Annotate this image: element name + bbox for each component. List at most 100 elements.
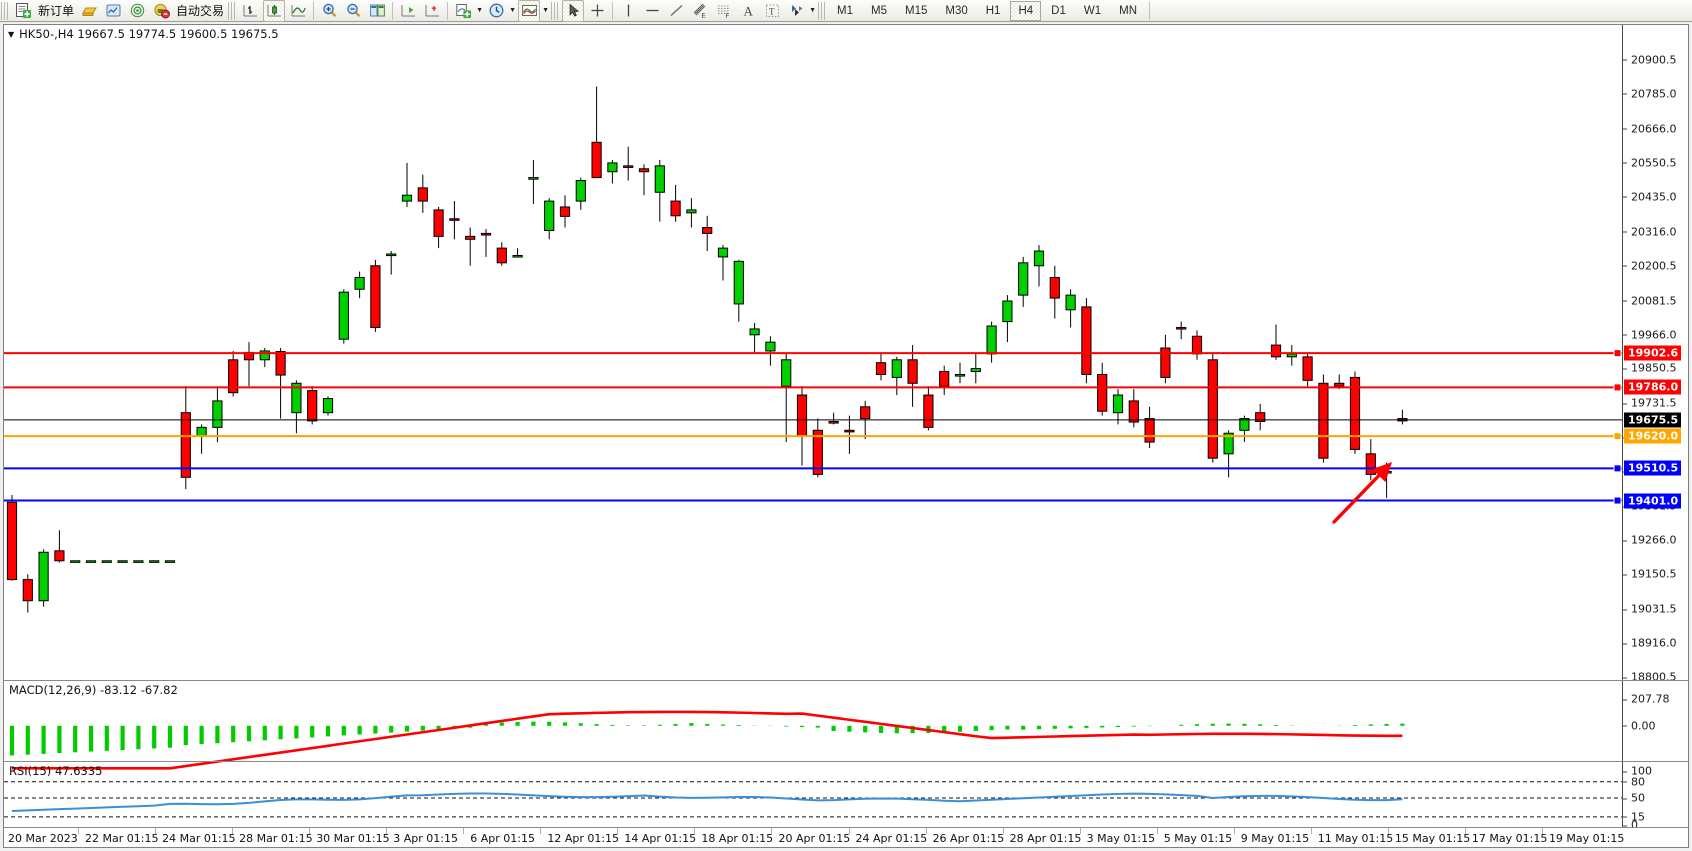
time-label: 3 Apr 01:15 — [393, 832, 458, 845]
price-level-lines[interactable] — [4, 25, 1622, 680]
time-tick — [694, 828, 696, 834]
auto-trading-label[interactable]: 自动交易 — [176, 4, 225, 18]
price-line-handle — [1613, 432, 1622, 441]
time-scale[interactable]: 20 Mar 2023 22 Mar 01:15 24 Mar 01:15 28 Ma… — [4, 827, 1688, 847]
horizontal-line-icon[interactable] — [641, 0, 663, 22]
toolbar-separator-3 — [447, 1, 449, 20]
zoom-out-icon[interactable] — [342, 0, 364, 22]
auto-scroll-icon[interactable] — [421, 0, 443, 22]
macd-title: MACD(12,26,9) -83.12 -67.82 — [9, 683, 178, 697]
templates-icon[interactable] — [518, 0, 541, 22]
rsi-line — [11, 792, 1403, 812]
time-tick — [925, 828, 927, 834]
price-label-support-2[interactable]: 19401.0 — [1624, 493, 1682, 509]
macd-signal-line — [12, 710, 1403, 770]
price-pane-candles — [6, 86, 1408, 613]
time-tick — [1002, 828, 1004, 834]
time-label: 20 Apr 01:15 — [778, 832, 851, 845]
templates-chevron-down-icon[interactable]: ▼ — [542, 7, 549, 14]
price-line-handle — [1613, 383, 1622, 392]
timeframe-h1[interactable]: H1 — [985, 4, 1001, 17]
period-icon[interactable] — [485, 0, 507, 22]
cursor-icon[interactable] — [562, 0, 585, 22]
price-tick: 18916.0 — [1623, 637, 1677, 650]
chart-window[interactable]: ▼ HK50-,H4 19667.5 19774.5 19600.5 19675… — [3, 24, 1689, 848]
price-tick: 20900.5 — [1623, 53, 1677, 66]
line-chart-icon[interactable] — [287, 0, 309, 22]
market-watch-icon[interactable] — [102, 0, 124, 22]
toolbar-grip-3[interactable] — [551, 1, 559, 20]
rsi-tick: 15 — [1623, 810, 1645, 823]
toolbar-grip-2[interactable] — [228, 1, 236, 20]
price-scale[interactable]: 20900.5 20785.0 20666.0 20550.5 20435.0 20316… — [1622, 25, 1688, 684]
toolbar-grip-4[interactable] — [818, 1, 826, 20]
rsi-tick: 0 — [1623, 819, 1638, 832]
indicators-chevron-down-icon[interactable]: ▼ — [476, 7, 483, 14]
price-tick: 19150.5 — [1623, 568, 1677, 581]
zoom-in-icon[interactable] — [318, 0, 340, 22]
navigator-icon[interactable] — [126, 0, 148, 22]
fibonacci-icon[interactable]: F — [713, 0, 735, 22]
price-tick: 19031.5 — [1623, 603, 1677, 616]
timeframe-m5[interactable]: M5 — [871, 4, 887, 17]
timeframe-d1[interactable]: D1 — [1051, 4, 1066, 17]
symbol-dropdown-icon[interactable]: ▼ — [8, 29, 15, 39]
crosshair-icon[interactable] — [586, 0, 608, 22]
timeframe-m15[interactable]: M15 — [905, 4, 928, 17]
time-label: 24 Apr 01:15 — [855, 832, 928, 845]
bar-chart-icon[interactable] — [239, 0, 261, 22]
timeframe-m30[interactable]: M30 — [945, 4, 968, 17]
time-tick — [1464, 828, 1466, 834]
period-chevron-down-icon[interactable]: ▼ — [509, 7, 516, 14]
time-tick — [771, 828, 773, 834]
price-tick: 20316.0 — [1623, 225, 1677, 238]
candlestick-chart-icon[interactable] — [263, 0, 286, 22]
time-label: 22 Mar 01:15 — [85, 832, 159, 845]
trendline-icon[interactable] — [665, 0, 687, 22]
price-label-support-1[interactable]: 19510.5 — [1624, 460, 1682, 476]
indicators-icon[interactable] — [452, 0, 474, 22]
toolbar-separator-1 — [313, 1, 315, 20]
equidistant-channel-icon[interactable]: E — [689, 0, 711, 22]
time-tick — [78, 828, 80, 834]
price-tick: 20435.0 — [1623, 190, 1677, 203]
time-label: 20 Mar 2023 — [8, 832, 78, 845]
chart-shift-icon[interactable] — [397, 0, 419, 22]
text-icon[interactable]: A — [737, 0, 759, 22]
timeframe-mn[interactable]: MN — [1119, 4, 1137, 17]
tile-windows-icon[interactable] — [366, 0, 388, 22]
time-label: 28 Apr 01:15 — [1009, 832, 1082, 845]
text-label-icon[interactable]: T — [761, 0, 783, 22]
toolbar-separator-4 — [612, 1, 614, 20]
shapes-chevron-down-icon[interactable]: ▼ — [809, 7, 816, 14]
price-label-bid-price[interactable]: 19675.5 — [1624, 412, 1682, 428]
gold-bar-icon[interactable] — [78, 0, 100, 22]
price-label-resistance-1[interactable]: 19902.6 — [1624, 345, 1682, 361]
price-tick: 19966.0 — [1623, 328, 1677, 341]
new-order-icon[interactable] — [12, 0, 34, 22]
main-toolbar: 新订单 — [0, 0, 1692, 22]
toolbar-separator-5 — [1149, 1, 1150, 20]
vertical-line-icon[interactable] — [617, 0, 639, 22]
price-line-handle — [1613, 496, 1622, 505]
time-label: 15 May 01:15 — [1394, 832, 1471, 845]
new-order-label[interactable]: 新订单 — [38, 4, 75, 18]
auto-trading-icon[interactable] — [150, 0, 172, 22]
time-label: 11 May 01:15 — [1317, 832, 1394, 845]
timeframe-w1[interactable]: W1 — [1083, 4, 1102, 17]
price-tick: 20785.0 — [1623, 87, 1677, 100]
timeframe-m1[interactable]: M1 — [837, 4, 854, 17]
shapes-icon[interactable] — [785, 0, 807, 22]
price-label-resistance-2[interactable]: 19786.0 — [1624, 379, 1682, 395]
rsi-tick: 100 — [1623, 765, 1652, 778]
toolbar-grip[interactable] — [1, 1, 8, 20]
time-label: 30 Mar 01:15 — [316, 832, 390, 845]
price-label-pivot[interactable]: 19620.0 — [1624, 428, 1682, 444]
time-tick — [1156, 828, 1158, 834]
time-label: 18 Apr 01:15 — [701, 832, 774, 845]
chart-annotations[interactable] — [4, 25, 1622, 680]
macd-pane-divider — [4, 680, 1688, 681]
time-label: 9 May 01:15 — [1240, 832, 1310, 845]
timeframe-h4[interactable]: H4 — [1010, 0, 1042, 21]
time-label: 5 May 01:15 — [1163, 832, 1233, 845]
